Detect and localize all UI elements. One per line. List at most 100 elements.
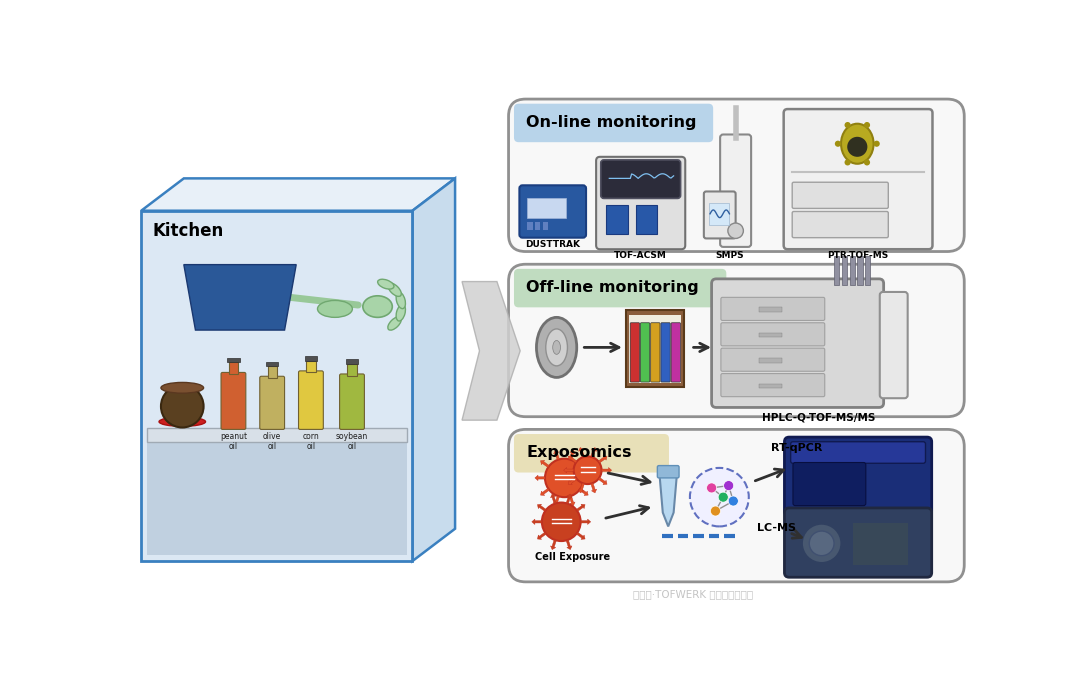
FancyArrow shape bbox=[579, 460, 589, 468]
Bar bbox=[759, 384, 782, 388]
Bar bbox=[527, 197, 566, 218]
Ellipse shape bbox=[363, 296, 392, 317]
FancyArrow shape bbox=[538, 504, 546, 511]
Bar bbox=[147, 428, 407, 442]
Ellipse shape bbox=[388, 283, 402, 296]
FancyArrow shape bbox=[579, 447, 584, 458]
FancyBboxPatch shape bbox=[784, 109, 932, 250]
FancyArrow shape bbox=[577, 504, 585, 511]
FancyArrow shape bbox=[577, 532, 585, 540]
FancyArrow shape bbox=[579, 483, 584, 493]
Circle shape bbox=[864, 159, 870, 165]
Circle shape bbox=[728, 223, 743, 239]
Text: HPLC-Q-TOF-MS/MS: HPLC-Q-TOF-MS/MS bbox=[761, 413, 875, 423]
FancyBboxPatch shape bbox=[793, 182, 889, 208]
Circle shape bbox=[801, 523, 841, 563]
Circle shape bbox=[845, 122, 851, 128]
FancyArrow shape bbox=[598, 477, 607, 485]
Bar bbox=[834, 256, 839, 285]
FancyBboxPatch shape bbox=[631, 323, 639, 382]
FancyArrow shape bbox=[538, 532, 546, 540]
FancyBboxPatch shape bbox=[704, 191, 735, 239]
Polygon shape bbox=[462, 281, 521, 420]
FancyArrow shape bbox=[568, 477, 577, 485]
Ellipse shape bbox=[161, 385, 204, 427]
Bar bbox=[865, 256, 870, 285]
Bar bbox=[606, 205, 627, 234]
Bar bbox=[542, 222, 548, 230]
Text: Off-line monitoring: Off-line monitoring bbox=[526, 280, 699, 295]
FancyBboxPatch shape bbox=[509, 264, 964, 417]
FancyArrow shape bbox=[583, 475, 594, 481]
FancyBboxPatch shape bbox=[260, 376, 284, 429]
FancyBboxPatch shape bbox=[519, 185, 586, 238]
FancyBboxPatch shape bbox=[880, 292, 907, 398]
FancyBboxPatch shape bbox=[509, 429, 964, 582]
FancyBboxPatch shape bbox=[221, 372, 246, 429]
Bar bbox=[535, 222, 540, 230]
FancyBboxPatch shape bbox=[721, 348, 825, 372]
Circle shape bbox=[718, 492, 728, 502]
FancyArrow shape bbox=[554, 450, 559, 460]
Bar bbox=[348, 364, 356, 376]
Ellipse shape bbox=[378, 279, 394, 289]
Bar bbox=[227, 358, 240, 363]
FancyBboxPatch shape bbox=[600, 160, 680, 199]
FancyBboxPatch shape bbox=[658, 466, 679, 478]
Text: olive
oil: olive oil bbox=[264, 432, 281, 451]
FancyBboxPatch shape bbox=[784, 508, 932, 577]
Bar bbox=[147, 442, 407, 555]
FancyBboxPatch shape bbox=[514, 104, 713, 142]
Bar bbox=[759, 307, 782, 312]
Bar bbox=[710, 203, 729, 224]
FancyArrow shape bbox=[540, 488, 550, 496]
Bar bbox=[141, 211, 413, 561]
Bar bbox=[626, 311, 685, 387]
Bar bbox=[850, 256, 855, 285]
Circle shape bbox=[690, 468, 748, 526]
Text: SMPS: SMPS bbox=[715, 251, 744, 260]
Text: DUSTTRAK: DUSTTRAK bbox=[525, 240, 580, 249]
Text: Cell Exposure: Cell Exposure bbox=[535, 552, 610, 562]
Ellipse shape bbox=[553, 340, 561, 355]
FancyArrow shape bbox=[564, 468, 573, 473]
FancyArrow shape bbox=[566, 540, 572, 550]
FancyBboxPatch shape bbox=[721, 323, 825, 346]
FancyArrow shape bbox=[540, 460, 550, 468]
Bar bbox=[346, 359, 359, 364]
FancyArrow shape bbox=[581, 519, 591, 525]
FancyArrow shape bbox=[569, 496, 575, 506]
Circle shape bbox=[724, 481, 733, 491]
Circle shape bbox=[728, 496, 739, 506]
Circle shape bbox=[809, 531, 834, 556]
FancyArrow shape bbox=[602, 468, 611, 473]
FancyBboxPatch shape bbox=[298, 371, 323, 429]
FancyBboxPatch shape bbox=[640, 323, 650, 382]
FancyBboxPatch shape bbox=[793, 462, 866, 506]
FancyBboxPatch shape bbox=[509, 99, 964, 252]
FancyArrow shape bbox=[531, 519, 542, 525]
Ellipse shape bbox=[396, 304, 405, 321]
Circle shape bbox=[845, 159, 851, 165]
Circle shape bbox=[711, 506, 720, 516]
FancyBboxPatch shape bbox=[596, 157, 685, 250]
Ellipse shape bbox=[161, 382, 204, 393]
Bar bbox=[841, 256, 847, 285]
Text: TOF-ACSM: TOF-ACSM bbox=[613, 251, 666, 260]
Ellipse shape bbox=[396, 292, 405, 308]
Polygon shape bbox=[184, 264, 296, 330]
Circle shape bbox=[706, 483, 717, 493]
Ellipse shape bbox=[545, 329, 567, 366]
Text: PTR-TOF-MS: PTR-TOF-MS bbox=[827, 251, 889, 260]
Text: On-line monitoring: On-line monitoring bbox=[526, 115, 697, 129]
Text: peanut
oil: peanut oil bbox=[220, 432, 247, 451]
FancyArrow shape bbox=[569, 450, 575, 460]
FancyArrow shape bbox=[551, 540, 556, 550]
Bar bbox=[630, 315, 681, 383]
FancyBboxPatch shape bbox=[720, 134, 751, 247]
Bar bbox=[858, 256, 863, 285]
Bar bbox=[759, 333, 782, 338]
FancyBboxPatch shape bbox=[339, 374, 364, 429]
Bar bbox=[305, 356, 318, 361]
FancyArrow shape bbox=[551, 494, 556, 504]
